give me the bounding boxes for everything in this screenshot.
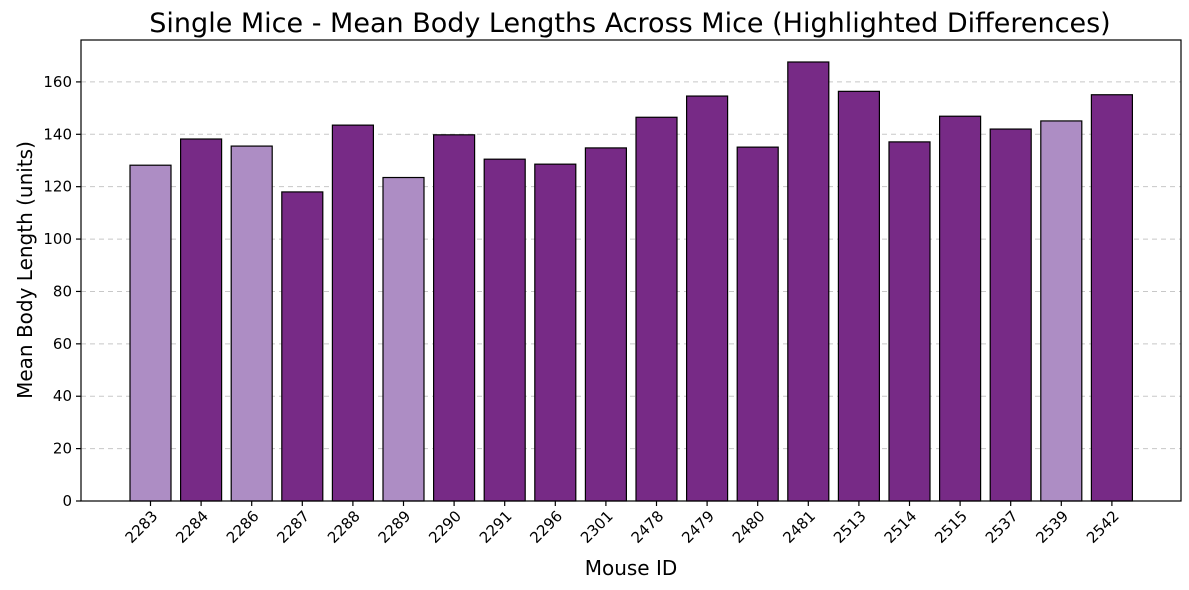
x-tick-label: 2287 (273, 507, 313, 547)
y-tick-label: 20 (53, 440, 72, 458)
x-tick-label: 2286 (223, 507, 263, 547)
x-tick-label: 2542 (1083, 507, 1123, 547)
bar-2288 (331, 124, 374, 502)
bar-2513 (837, 90, 881, 502)
y-tick-label: 0 (62, 492, 72, 510)
y-tick-label: 160 (43, 73, 72, 91)
bar-2301 (584, 147, 628, 502)
bar-2284 (180, 138, 223, 502)
x-tick-label: 2481 (779, 507, 819, 547)
x-tick-label: 2290 (425, 507, 465, 547)
x-tick-label: 2289 (375, 507, 415, 547)
y-axis-label: Mean Body Length (units) (13, 141, 37, 399)
bar-2289 (382, 176, 425, 502)
x-tick-label: 2301 (577, 507, 617, 547)
y-tick-label: 40 (53, 387, 72, 405)
x-tick-label: 2537 (982, 507, 1022, 547)
y-tick-label: 120 (43, 178, 72, 196)
x-tick-label: 2291 (476, 507, 516, 547)
bar-2286 (230, 145, 273, 502)
x-tick-label: 2539 (1032, 507, 1072, 547)
bar-2283 (129, 164, 172, 502)
plot-frame (80, 39, 1182, 502)
x-tick-label: 2513 (830, 507, 870, 547)
x-axis-label: Mouse ID (585, 556, 678, 580)
bar-2515 (938, 115, 982, 502)
bar-2290 (433, 134, 476, 502)
x-tick-label: 2514 (881, 507, 921, 547)
bars (129, 61, 1134, 502)
bar-2478 (635, 116, 678, 502)
x-tick-label: 2283 (122, 507, 162, 547)
bar-2296 (534, 163, 577, 502)
bar-2291 (483, 158, 526, 502)
bar-2287 (281, 191, 324, 502)
y-axis: 0 20 40 60 80 100 120 140 160 (43, 73, 81, 510)
x-tick-label: 2480 (729, 507, 769, 547)
y-tick-label: 60 (53, 335, 72, 353)
bar-2539 (1040, 120, 1083, 502)
y-tick-label: 100 (43, 230, 72, 248)
bar-2514 (888, 141, 931, 502)
bar-2542 (1090, 94, 1134, 502)
bar-2480 (736, 146, 779, 502)
bar-2537 (989, 128, 1032, 502)
y-tick-label: 80 (53, 282, 72, 300)
x-tick-label: 2515 (931, 507, 971, 547)
x-tick-label: 2479 (678, 507, 718, 547)
x-tick-label: 2478 (628, 507, 668, 547)
bar-2481 (787, 61, 830, 502)
chart-title: Single Mice - Mean Body Lengths Across M… (149, 8, 1110, 39)
x-tick-label: 2296 (526, 507, 566, 547)
bar-2479 (685, 95, 729, 502)
x-tick-label: 2288 (324, 507, 364, 547)
x-axis: 2283 2284 2286 2287 2288 2289 2290 2291 2296 2301… (122, 501, 1123, 547)
x-tick-label: 2284 (172, 507, 212, 547)
y-tick-label: 140 (43, 125, 72, 143)
